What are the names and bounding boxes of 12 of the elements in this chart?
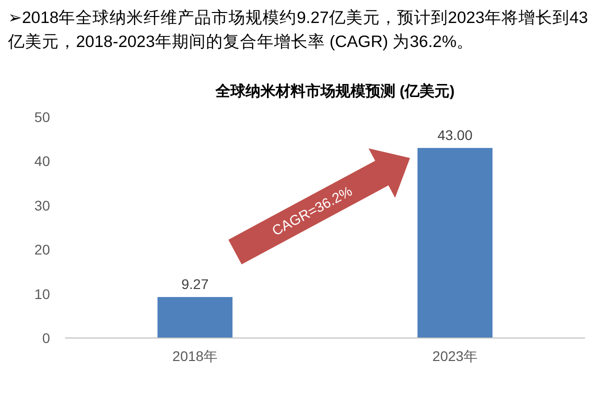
x-tick-label: 2023年 [432, 348, 478, 364]
y-tick-label: 50 [34, 109, 50, 125]
y-tick-label: 40 [34, 153, 50, 170]
x-tick-label: 2018年 [172, 348, 218, 364]
y-tick-label: 0 [42, 330, 50, 346]
y-tick-label: 20 [34, 242, 50, 258]
data-label: 43.00 [437, 126, 473, 143]
chart-title: 全球纳米材料市场规模预测 (亿美元) [214, 82, 455, 100]
text: ➢2018年全球纳米纤维产品市场规模约9.27亿美元，预计到2023年将增长到43亿美元，2018-2023年期间的复合年增长率 (CAGR) 为36.2%。 [8, 8, 589, 53]
data-label: 9.27 [181, 276, 209, 292]
y-tick-label: 10 [34, 286, 50, 302]
y-tick-label: 30 [34, 197, 50, 214]
